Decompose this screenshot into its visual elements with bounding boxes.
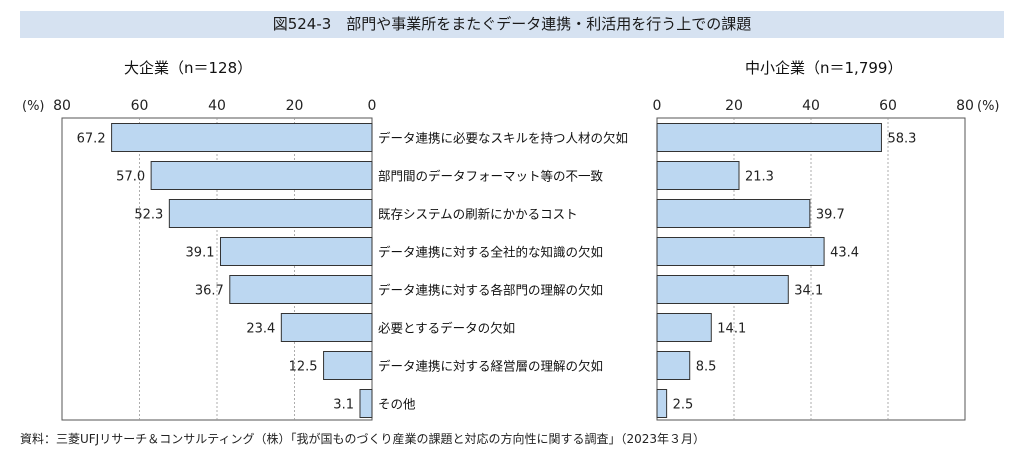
left-tick-label: 80 — [53, 98, 71, 114]
left-bar — [219, 237, 373, 266]
left-tick-label: 20 — [286, 98, 304, 114]
right-value-label: 14.1 — [717, 322, 746, 337]
right-bar — [656, 199, 811, 228]
right-panel-title: 中小企業（n＝1,799） — [745, 59, 903, 77]
chart-title: 図524-3 部門や事業所をまたぐデータ連携・利活用を行う上での課題 — [20, 11, 1004, 38]
left-bar — [323, 351, 373, 380]
category-label: データ連携に対する各部門の理解の欠如 — [378, 283, 603, 298]
left-value-label: 67.2 — [77, 132, 106, 147]
left-tick-label: 40 — [208, 98, 226, 114]
left-bar — [168, 199, 373, 228]
category-label: その他 — [378, 397, 416, 412]
right-bar — [656, 313, 712, 342]
category-label: データ連携に対する経営層の理解の欠如 — [378, 359, 603, 374]
left-value-label: 23.4 — [246, 322, 275, 337]
left-tick-label: 0 — [368, 98, 377, 114]
right-value-label: 21.3 — [745, 170, 774, 185]
right-bar — [656, 389, 668, 418]
left-value-label: 36.7 — [195, 284, 224, 299]
category-label: 部門間のデータフォーマット等の不一致 — [378, 169, 604, 184]
left-bar — [359, 389, 373, 418]
left-bar — [111, 123, 373, 152]
category-label: 必要とするデータの欠如 — [378, 321, 515, 336]
right-bar — [656, 275, 789, 304]
category-label: データ連携に必要なスキルを持つ人材の欠如 — [378, 131, 628, 146]
right-bar — [656, 161, 740, 190]
left-value-label: 12.5 — [289, 360, 318, 375]
source-note: 資料：三菱UFJリサーチ＆コンサルティング（株）「我が国ものづくり産業の課題と対… — [20, 432, 706, 446]
right-value-label: 8.5 — [696, 360, 717, 375]
left-bar — [280, 313, 373, 342]
right-value-label: 43.4 — [830, 246, 859, 261]
right-bar — [656, 351, 691, 380]
right-bar — [656, 123, 882, 152]
right-tick-label: 40 — [802, 98, 820, 114]
left-bar — [150, 161, 373, 190]
left-panel-title: 大企業（n＝128） — [124, 59, 253, 77]
left-tick-label: 60 — [131, 98, 149, 114]
right-value-label: 2.5 — [673, 398, 694, 413]
right-value-label: 58.3 — [887, 132, 916, 147]
right-bar — [656, 237, 825, 266]
left-value-label: 57.0 — [116, 170, 145, 185]
left-value-label: 52.3 — [134, 208, 163, 223]
right-tick-label: 60 — [879, 98, 897, 114]
left-unit-label: (%) — [22, 99, 45, 114]
right-value-label: 39.7 — [816, 208, 845, 223]
category-label: 既存システムの刷新にかかるコスト — [378, 207, 578, 222]
left-value-label: 3.1 — [333, 398, 354, 413]
left-bar — [229, 275, 373, 304]
right-unit-label: (%) — [977, 99, 1000, 114]
right-tick-label: 0 — [653, 98, 662, 114]
left-value-label: 39.1 — [186, 246, 215, 261]
category-label: データ連携に対する全社的な知識の欠如 — [378, 245, 603, 260]
right-tick-label: 80 — [956, 98, 974, 114]
right-value-label: 34.1 — [794, 284, 823, 299]
right-tick-label: 20 — [725, 98, 743, 114]
